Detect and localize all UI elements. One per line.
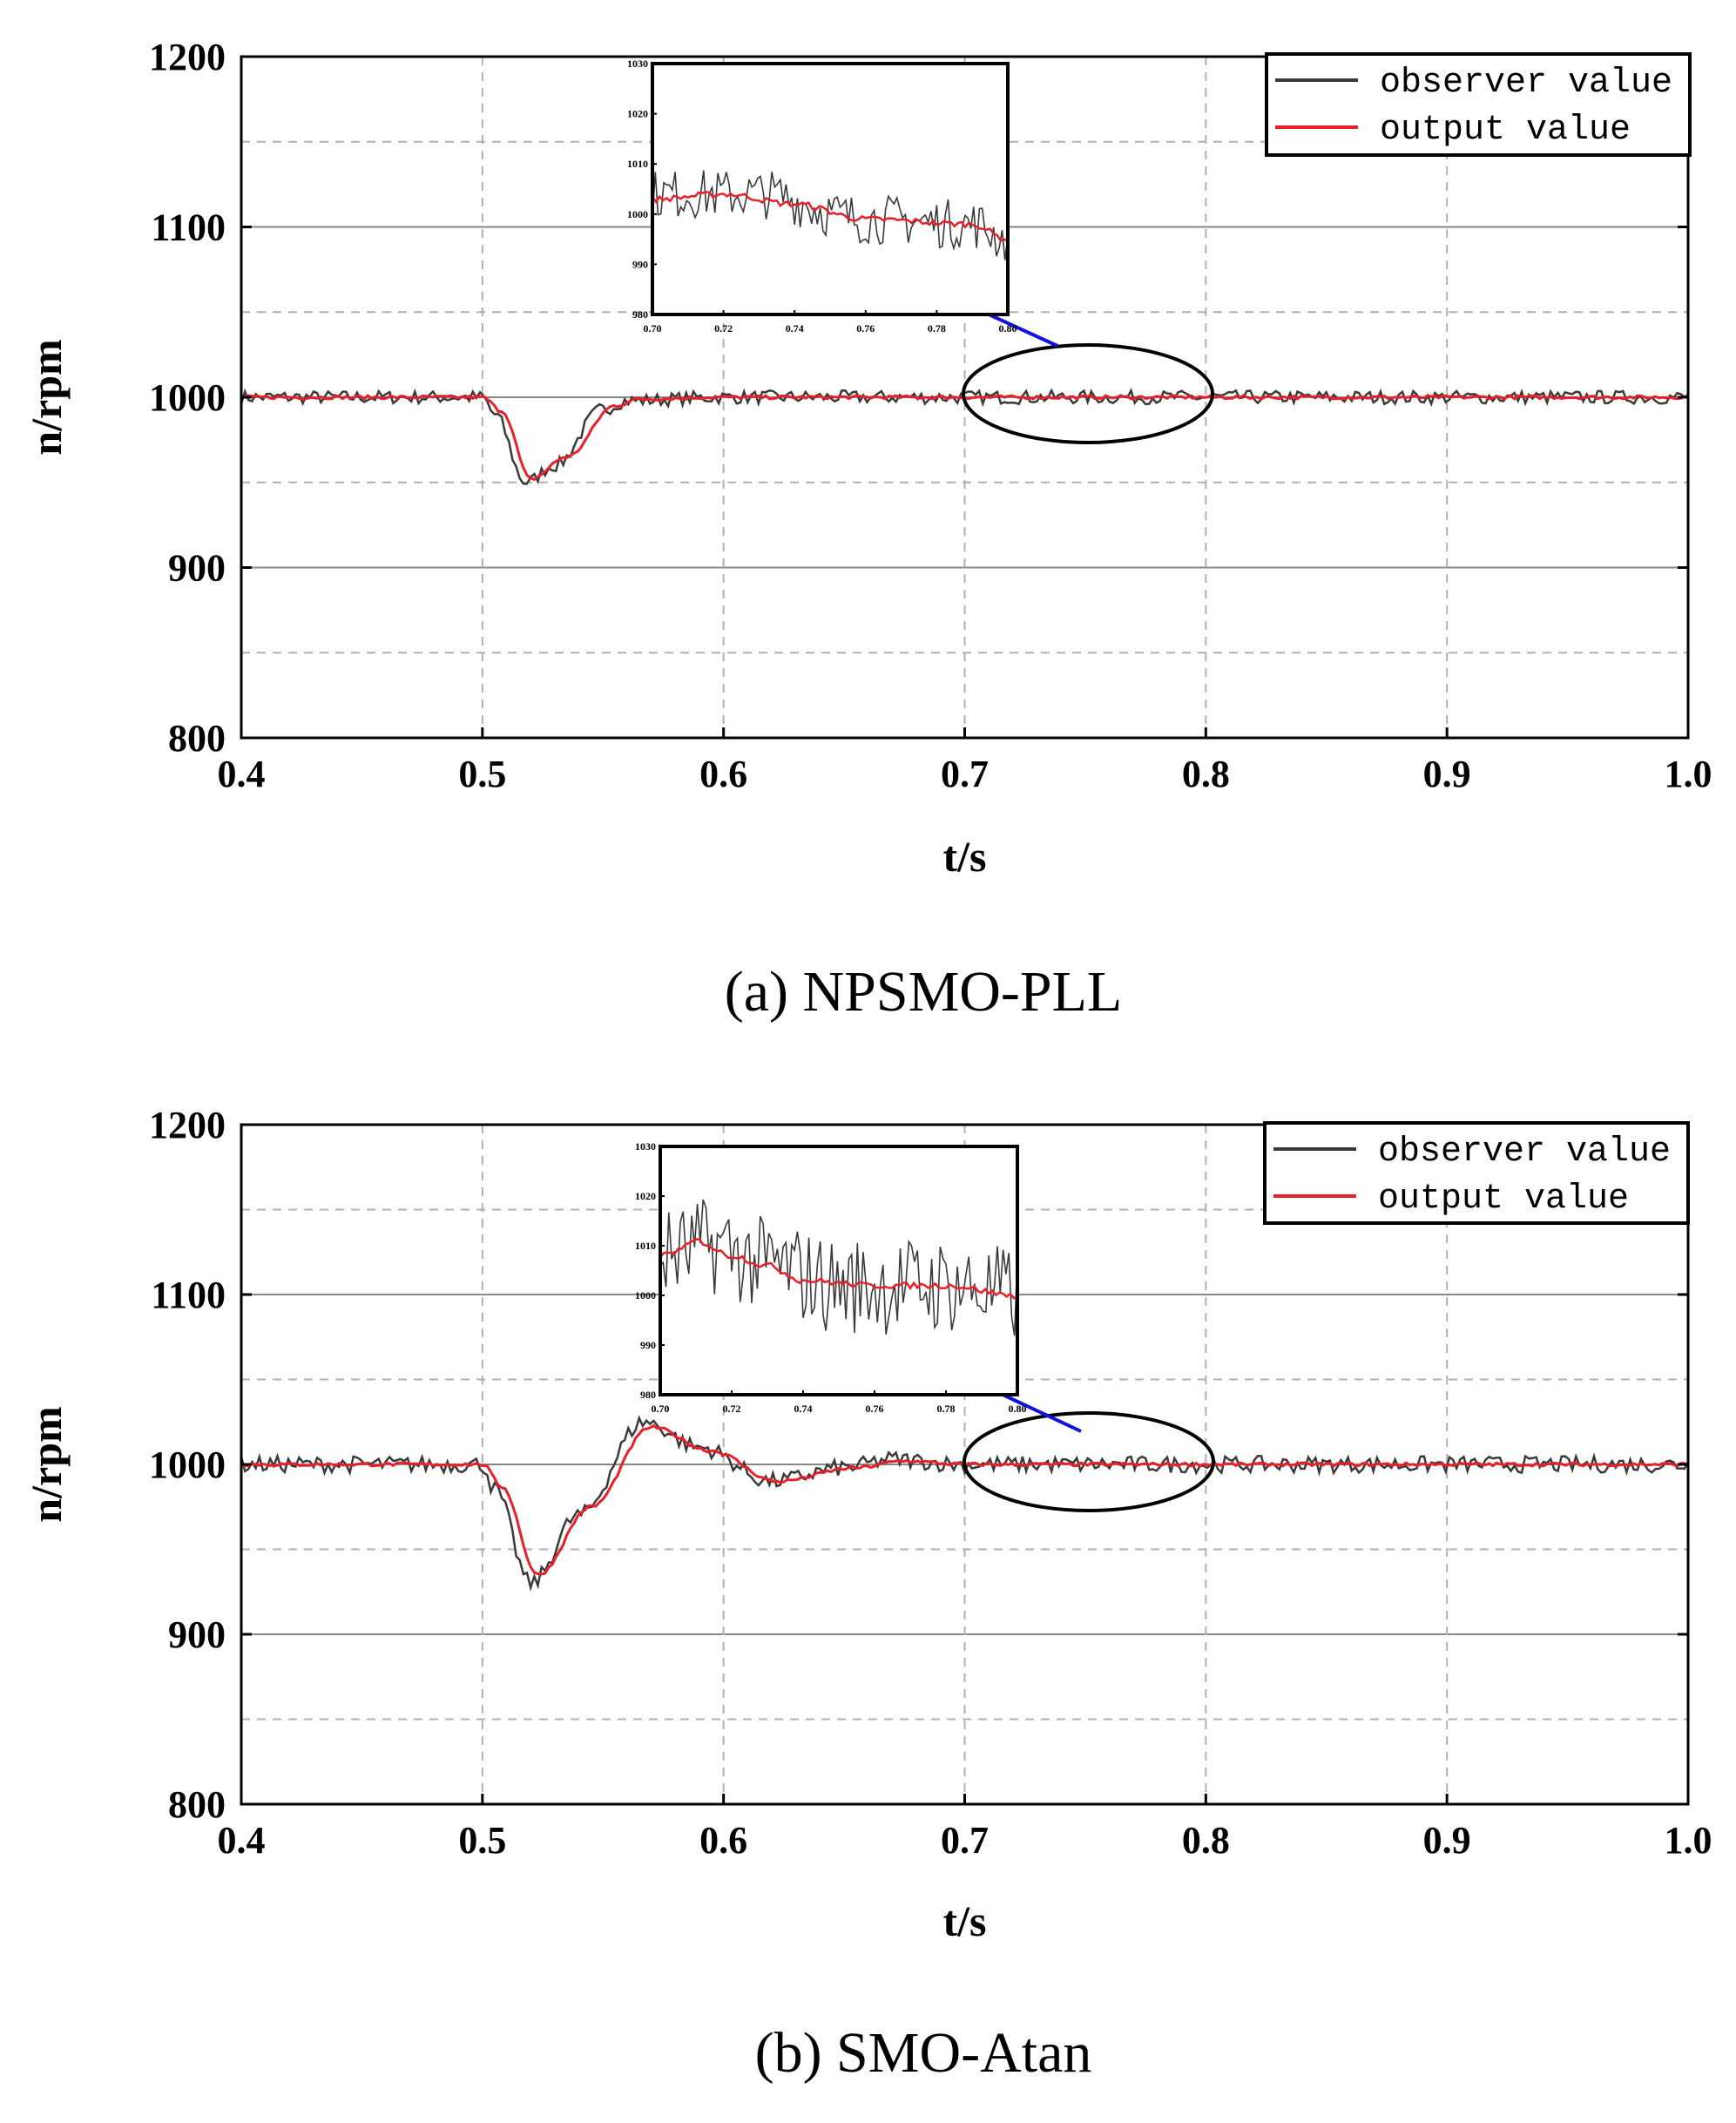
inset-x-tick-label: 0.80 [999, 322, 1017, 335]
x-tick-label: 0.5 [458, 1819, 506, 1862]
inset-y-tick-label: 1030 [635, 1140, 656, 1153]
y-tick-label: 800 [168, 1783, 226, 1826]
y-tick-label: 800 [168, 717, 226, 760]
y-tick-label: 1200 [149, 36, 226, 78]
x-tick-label: 1.0 [1665, 1819, 1712, 1862]
legend-box [1265, 52, 1692, 157]
inset-x-tick-label: 0.74 [786, 322, 804, 335]
inset-zoom-plot: 980 990 1000 1010 1020 1030 0.70 0.72 0.74 0.76 0.… [635, 1140, 1027, 1415]
inset-y-tick-label: 990 [632, 258, 648, 270]
figure-caption: (a) NPSMO-PLL [725, 960, 1123, 1024]
x-tick-label: 1.0 [1665, 753, 1712, 795]
inset-x-tick-label: 0.78 [928, 322, 946, 335]
figure-caption: (b) SMO-Atan [755, 2021, 1092, 2085]
x-tick-label: 0.9 [1423, 1819, 1471, 1862]
zoom-region-ellipse [962, 343, 1214, 444]
inset-x-tick-label: 0.72 [714, 322, 733, 335]
inset-observer-line [659, 1199, 1018, 1336]
inset-background [652, 64, 1008, 314]
x-tick-label: 0.6 [699, 1819, 747, 1862]
x-axis-label: t/s [943, 832, 987, 881]
inset-y-tick-label: 1000 [627, 208, 648, 220]
y-tick-label: 900 [168, 547, 226, 590]
inset-output-line [651, 191, 1009, 242]
inset-x-tick-label: 0.76 [856, 322, 875, 335]
x-tick-label: 0.4 [218, 1819, 266, 1862]
y-axis-label: n/rpm [22, 1406, 71, 1522]
y-tick-label: 1000 [149, 376, 226, 419]
inset-y-tick-label: 1010 [627, 158, 648, 170]
x-tick-label: 0.4 [218, 753, 266, 795]
inset-y-tick-label: 1020 [635, 1190, 656, 1202]
inset-frame [659, 1145, 1019, 1396]
inset-x-tick-label: 0.76 [866, 1403, 884, 1415]
inset-zoom-plot: 980 990 1000 1010 1020 1030 0.70 0.72 0.74 0.76 0.… [627, 57, 1017, 335]
legend-label: output value [1378, 1180, 1629, 1219]
inset-x-tick-label: 0.78 [937, 1403, 956, 1415]
zoom-region-ellipse [963, 1411, 1215, 1512]
chart-a: 800 900 1000 1100 1200 0.4 0.5 0.6 0.7 0.8 0.9 1.0 t… [22, 36, 1712, 1024]
y-tick-label: 1200 [149, 1104, 226, 1146]
inset-observer-line [652, 170, 1009, 260]
x-tick-label: 0.7 [941, 1819, 989, 1862]
x-tick-label: 0.7 [941, 753, 989, 795]
inset-x-tick-label: 0.74 [794, 1403, 813, 1415]
x-tick-label: 0.5 [458, 753, 506, 795]
inset-x-tick-label: 0.80 [1009, 1403, 1027, 1415]
y-tick-label: 1000 [149, 1444, 226, 1486]
inset-x-tick-label: 0.70 [652, 1403, 670, 1415]
y-tick-label: 900 [168, 1613, 226, 1656]
x-tick-label: 0.8 [1182, 1819, 1230, 1862]
y-axis-label: n/rpm [22, 339, 71, 455]
inset-frame [651, 62, 1010, 316]
inset-y-tick-label: 1020 [627, 108, 648, 120]
x-tick-label: 0.9 [1423, 753, 1471, 795]
legend-box [1263, 1121, 1690, 1225]
inset-y-tick-label: 1000 [635, 1289, 656, 1302]
inset-y-tick-label: 990 [640, 1339, 656, 1351]
x-tick-label: 0.8 [1182, 753, 1230, 795]
x-axis-label: t/s [943, 1897, 987, 1945]
y-tick-label: 1100 [151, 206, 226, 249]
inset-x-tick-label: 0.72 [723, 1403, 741, 1415]
x-tick-label: 0.6 [699, 753, 747, 795]
inset-output-line [659, 1238, 1018, 1300]
inset-y-tick-label: 1030 [627, 57, 648, 70]
legend-label: observer value [1380, 64, 1672, 103]
y-tick-label: 1100 [151, 1274, 226, 1316]
legend-label: observer value [1378, 1132, 1671, 1172]
legend-label: output value [1380, 111, 1631, 150]
inset-y-tick-label: 980 [640, 1389, 656, 1401]
inset-x-tick-label: 0.70 [644, 322, 662, 335]
chart-b: 800 900 1000 1100 1200 0.4 0.5 0.6 0.7 0.8 0.9 1.0 t… [22, 1104, 1712, 2085]
inset-y-tick-label: 1010 [635, 1240, 656, 1252]
inset-y-tick-label: 980 [632, 308, 648, 321]
